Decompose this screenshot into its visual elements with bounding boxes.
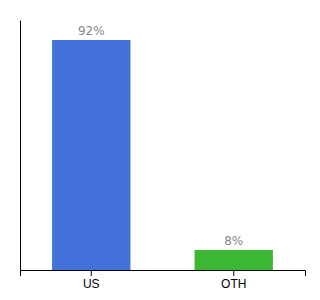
bar <box>195 250 273 270</box>
bars <box>52 40 273 270</box>
x-axis-line <box>21 271 306 277</box>
bar <box>52 40 130 270</box>
x-tick-mark <box>91 270 92 276</box>
data-label: 8% <box>224 234 243 248</box>
plot: 92% 8% US OTH <box>21 21 306 291</box>
x-tick: OTH <box>221 270 246 291</box>
x-tick: US <box>83 270 100 291</box>
x-tick-label: US <box>83 277 100 291</box>
x-tick-label: OTH <box>221 277 246 291</box>
y-axis <box>20 21 21 271</box>
y-axis-line <box>20 21 21 271</box>
data-label: 92% <box>78 24 105 38</box>
chart: 92% 8% US OTH <box>0 0 320 300</box>
x-axis: US OTH <box>21 270 306 291</box>
data-labels: 92% 8% <box>78 24 243 248</box>
x-tick-mark <box>233 270 234 276</box>
